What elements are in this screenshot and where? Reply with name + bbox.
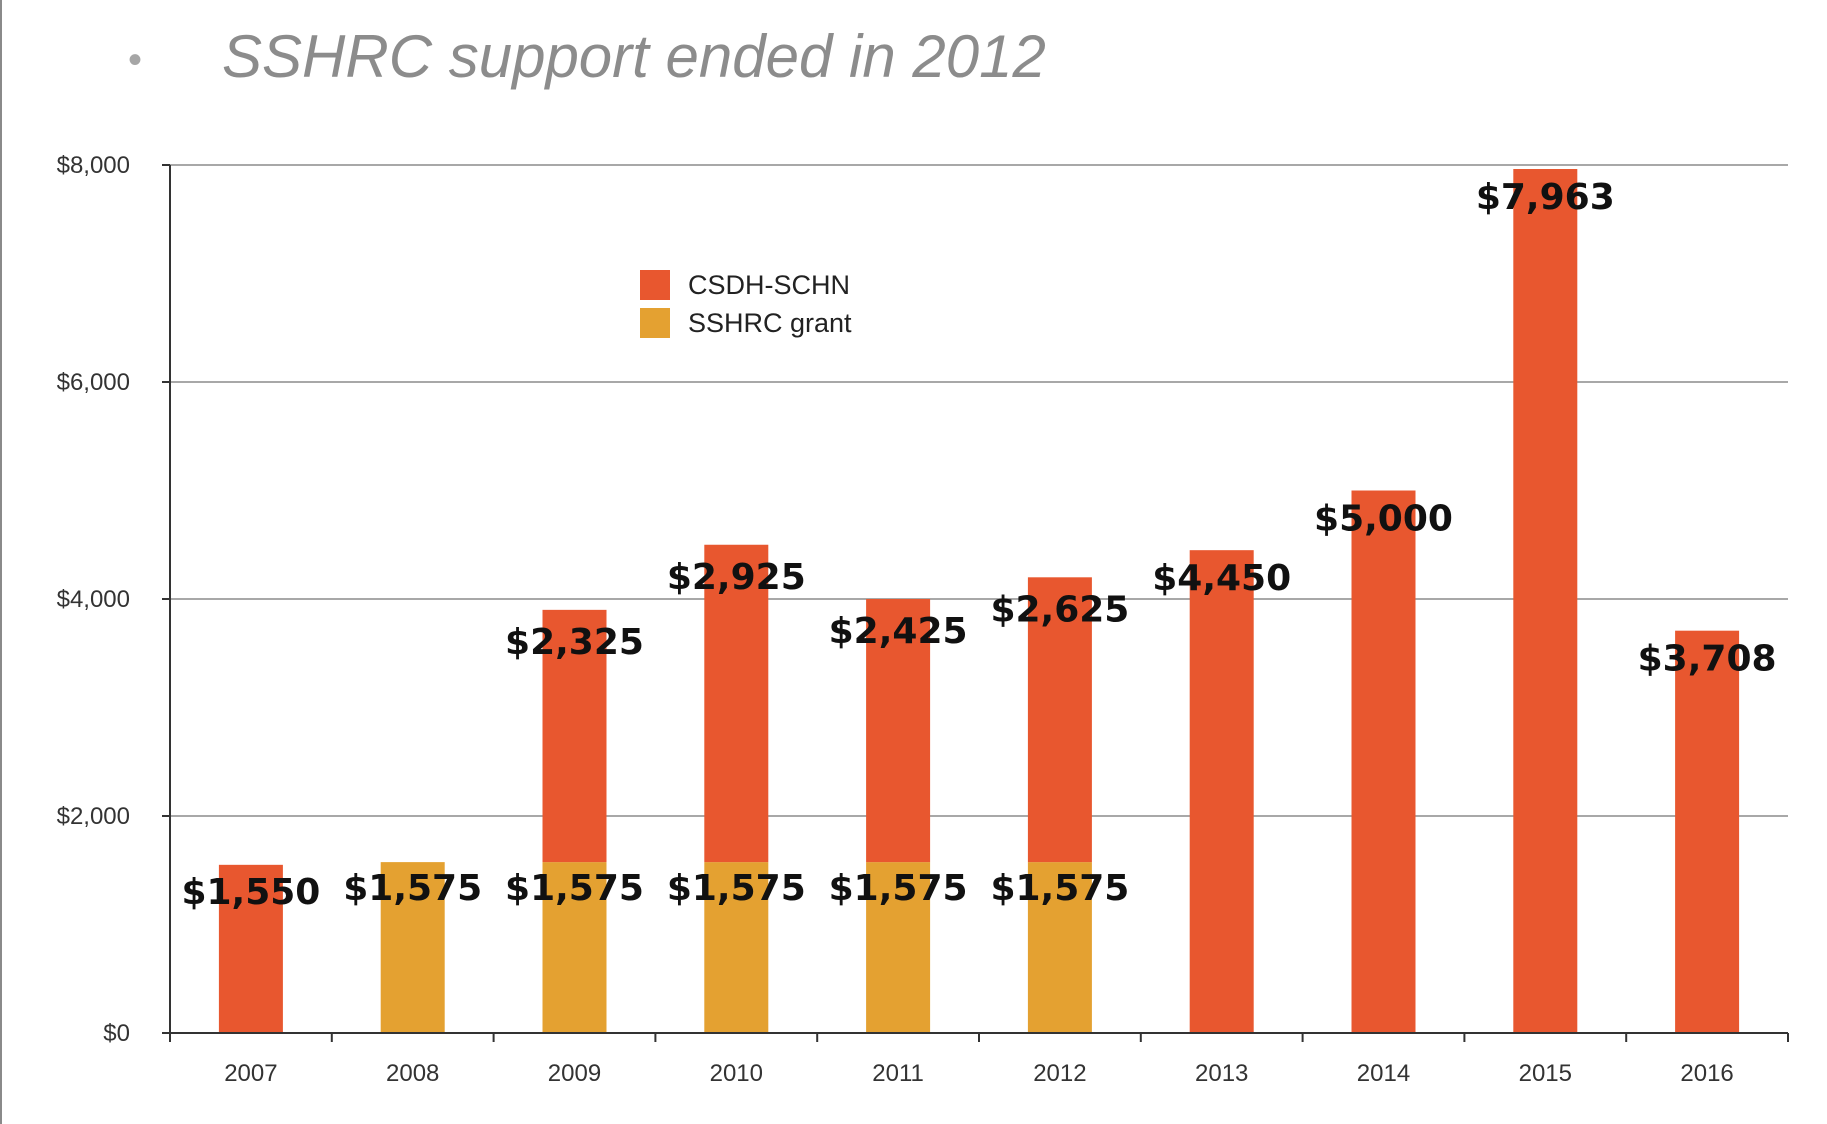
data-label-sshrc: $1,575 — [505, 868, 644, 909]
data-labels: $1,550 $1,575 $1,575 $2,325 $1,575 $2,925 $1,5… — [181, 177, 1776, 913]
data-label-csdh: $2,425 — [829, 611, 968, 652]
data-label-csdh: $3,708 — [1638, 639, 1777, 680]
y-tick-label: $8,000 — [57, 152, 130, 179]
bar-csdh-schn — [866, 599, 931, 863]
bullet-point: • — [128, 38, 143, 82]
data-label-csdh: $2,625 — [990, 589, 1129, 630]
bar-csdh-schn — [1189, 550, 1254, 1033]
data-label-csdh: $1,550 — [181, 872, 320, 913]
x-tick-label: 2009 — [548, 1060, 601, 1087]
bar-csdh-schn — [218, 864, 283, 1033]
slide-headline: SSHRC support ended in 2012 — [222, 23, 1046, 90]
data-label-sshrc: $1,575 — [990, 868, 1129, 909]
bar-sshrc-grant — [1027, 862, 1092, 1033]
x-tick-label: 2016 — [1680, 1060, 1733, 1087]
data-label-csdh: $4,450 — [1152, 558, 1291, 599]
x-tick-label: 2011 — [872, 1060, 924, 1087]
data-label-csdh: $2,925 — [667, 557, 806, 598]
data-label-sshrc: $1,575 — [343, 868, 482, 909]
axes: $0 $2,000 $4,000 $6,000 $8,000 2007 2008 2009 20… — [57, 152, 1789, 1087]
x-tick-label: 2014 — [1357, 1060, 1410, 1087]
bar-sshrc-grant — [542, 862, 607, 1033]
x-tick-label: 2013 — [1195, 1060, 1248, 1087]
x-tick-label: 2015 — [1519, 1060, 1572, 1087]
legend: CSDH-SCHN SSHRC grant — [640, 270, 852, 338]
data-label-csdh: $7,963 — [1476, 177, 1615, 218]
bar-sshrc-grant — [866, 862, 931, 1033]
bar-csdh-schn — [1513, 169, 1578, 1033]
x-tick-label: 2008 — [386, 1060, 439, 1087]
bar-csdh-schn — [542, 609, 607, 863]
data-label-sshrc: $1,575 — [667, 868, 806, 909]
y-tick-label: $2,000 — [57, 803, 130, 830]
y-tick-label: $6,000 — [57, 369, 130, 396]
bar-csdh-schn — [1351, 490, 1416, 1033]
x-tick-label: 2010 — [710, 1060, 763, 1087]
data-label-sshrc: $1,575 — [829, 868, 968, 909]
data-label-csdh: $5,000 — [1314, 499, 1453, 540]
y-tick-label: $0 — [103, 1020, 130, 1047]
y-tick-label: $4,000 — [57, 586, 130, 613]
bar-sshrc-grant — [704, 862, 769, 1033]
legend-label: SSHRC grant — [688, 308, 852, 338]
bar-csdh-schn — [704, 544, 769, 863]
legend-label: CSDH-SCHN — [688, 270, 850, 300]
data-label-csdh: $2,325 — [505, 622, 644, 663]
x-tick-label: 2012 — [1033, 1060, 1086, 1087]
legend-swatch — [640, 270, 670, 300]
bars — [218, 169, 1740, 1033]
x-tick-label: 2007 — [224, 1060, 277, 1087]
bar-csdh-schn — [1027, 577, 1092, 863]
legend-swatch — [640, 308, 670, 338]
bar-sshrc-grant — [380, 862, 445, 1033]
bar-csdh-schn — [1675, 630, 1740, 1033]
